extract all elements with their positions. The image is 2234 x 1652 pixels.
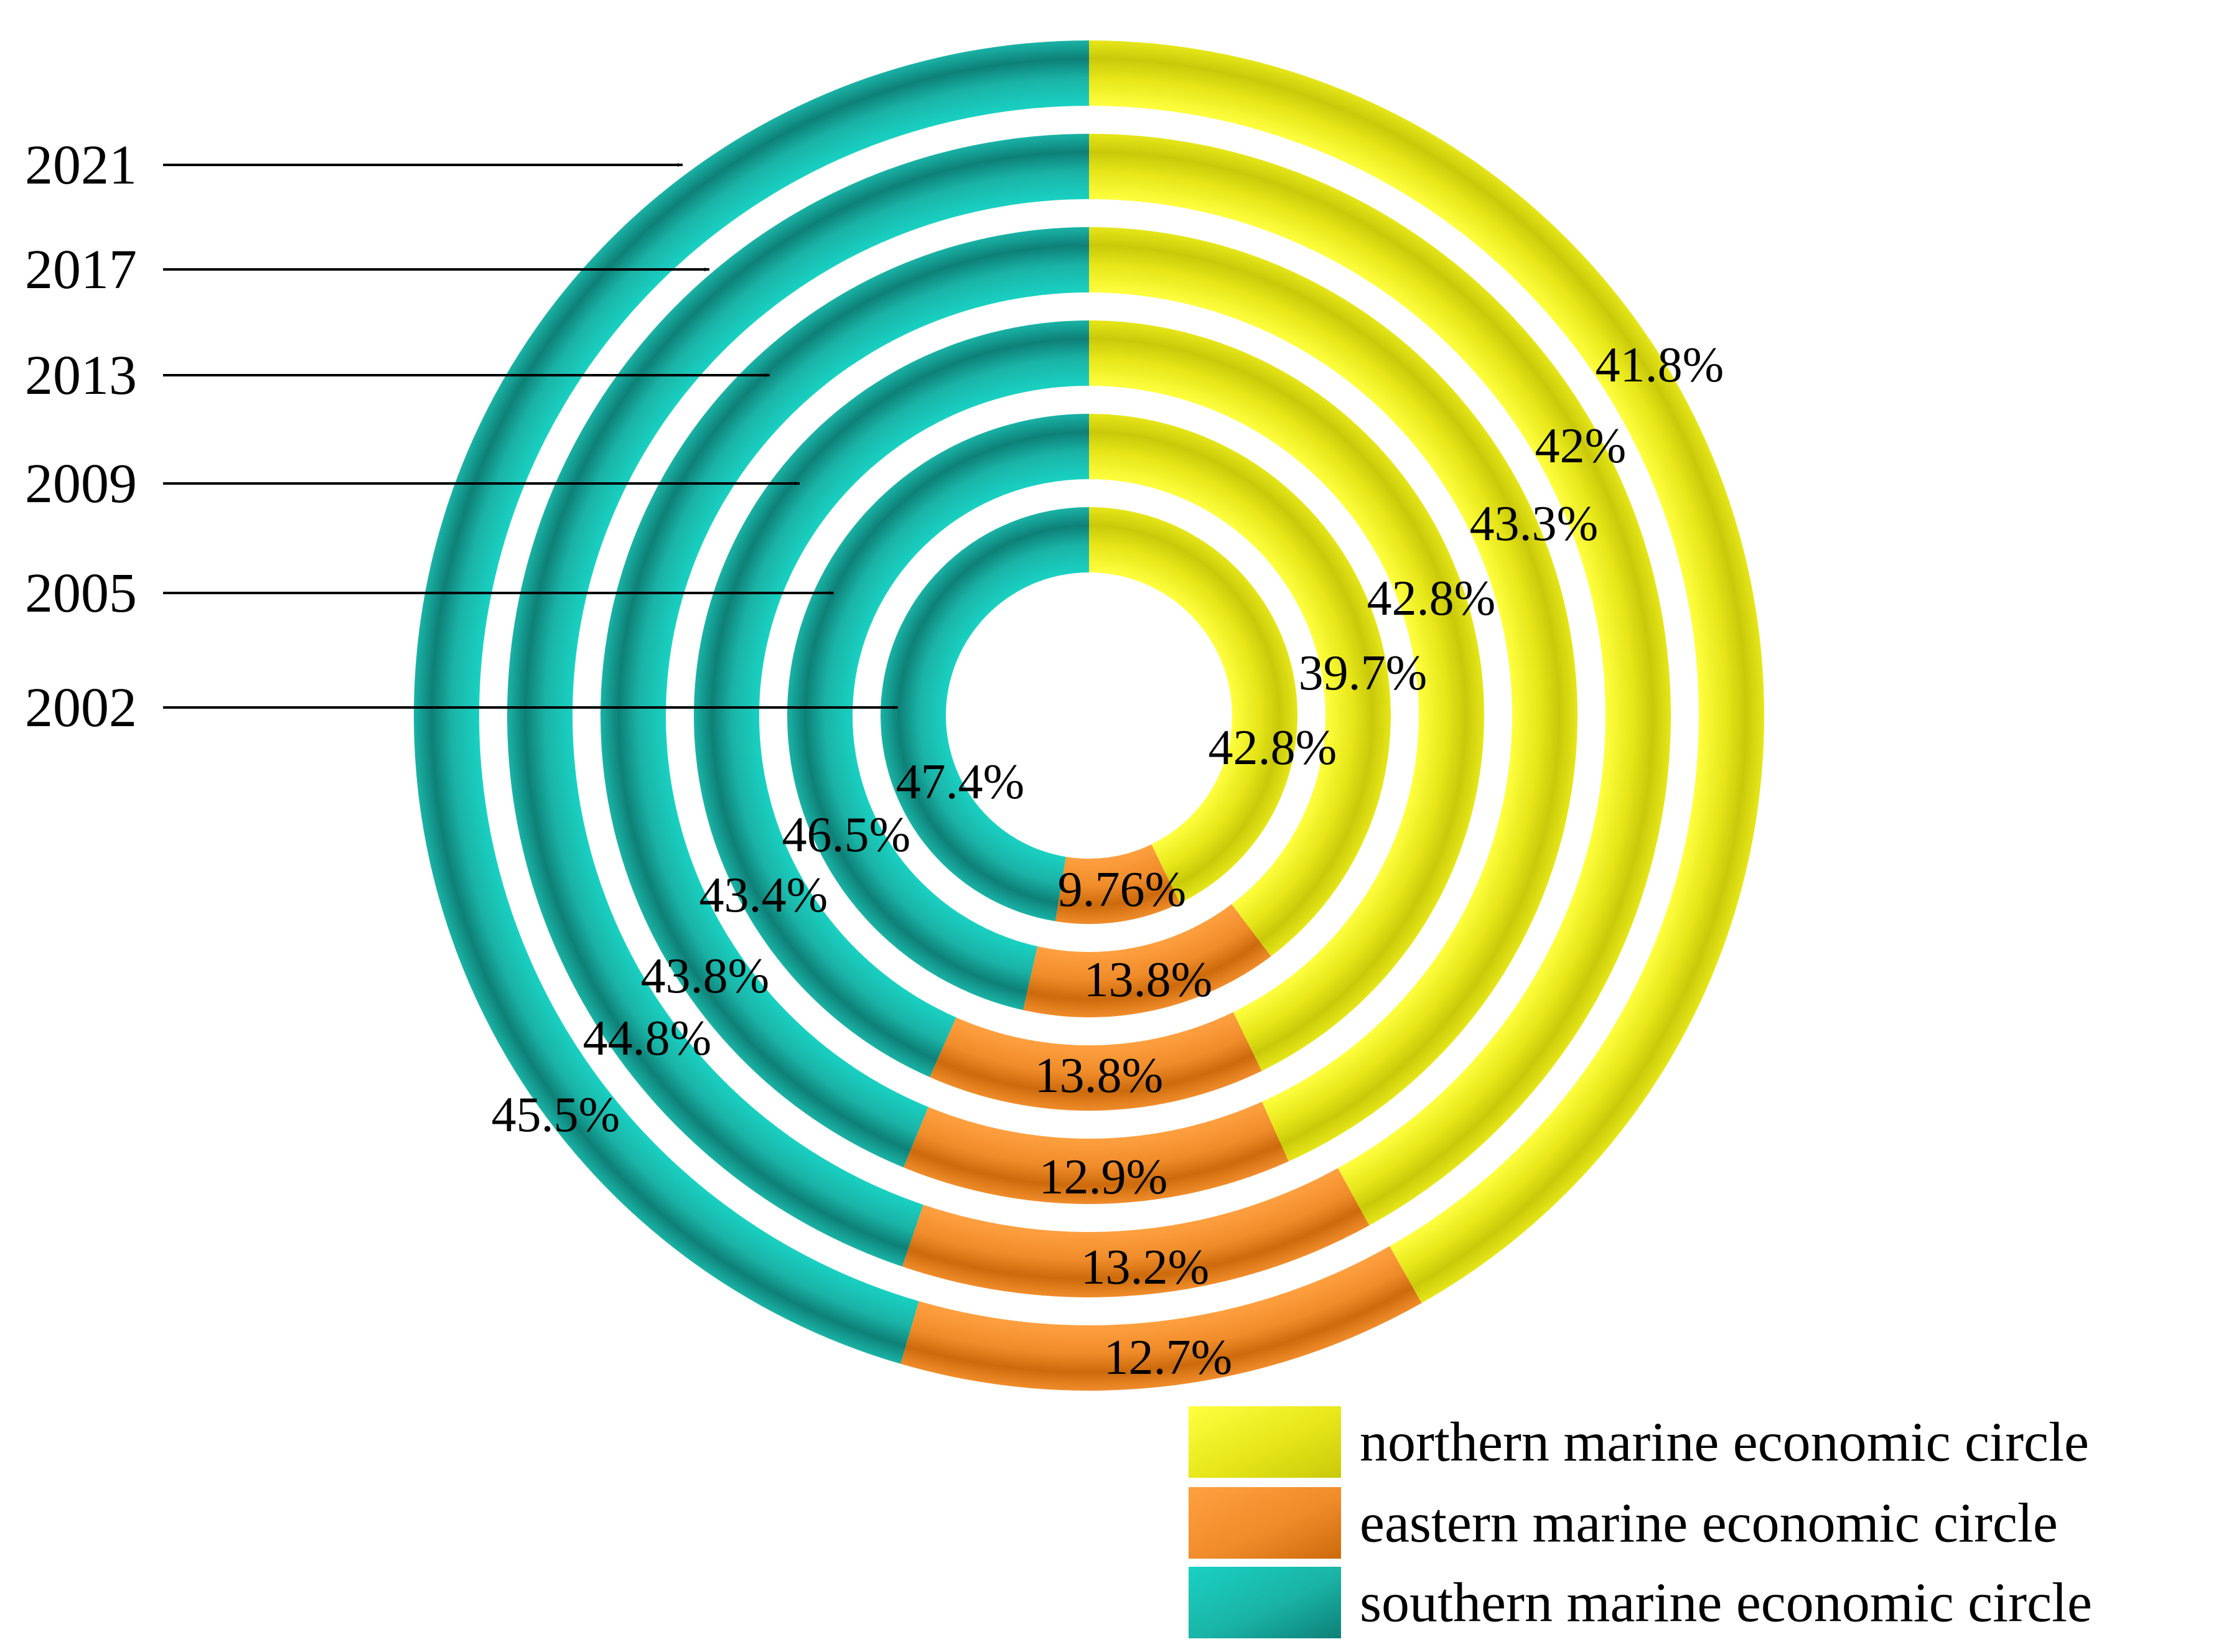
ring-2013-northern-segment (1089, 227, 1577, 1162)
ring-2009-northern-segment (1089, 320, 1484, 1071)
ring-2017-northern-segment (1089, 134, 1671, 1226)
year-label-2021: 2021 (25, 134, 137, 196)
ring-2005-southern-segment (787, 414, 1089, 1010)
value-label-southern-2009: 43.4% (699, 868, 828, 923)
year-label-2017: 2017 (25, 239, 137, 301)
legend-swatch-northern (1189, 1406, 1341, 1478)
ring-2017-eastern-segment (902, 1168, 1370, 1298)
ring-2009-eastern-segment (930, 1012, 1262, 1111)
value-label-northern-2002: 42.8% (1208, 721, 1337, 775)
legend-label-eastern: eastern marine economic circle (1360, 1493, 2058, 1554)
value-label-eastern-2017: 13.2% (1081, 1240, 1210, 1295)
value-label-eastern-2013: 12.9% (1039, 1150, 1168, 1205)
year-label-2002: 2002 (25, 677, 137, 739)
year-label-2013: 2013 (25, 345, 137, 406)
ring-2021-eastern-segment (900, 1246, 1422, 1391)
value-label-eastern-2002: 9.76% (1058, 862, 1187, 917)
ring-2009-southern-segment (693, 320, 1089, 1078)
value-label-eastern-2009: 13.8% (1035, 1048, 1164, 1103)
value-label-southern-2021: 45.5% (492, 1088, 620, 1142)
ring-2005-northern-segment (1089, 414, 1391, 956)
value-label-northern-2009: 42.8% (1367, 571, 1496, 626)
ring-2021-northern-segment (1089, 40, 1765, 1304)
legend-label-southern: southern marine economic circle (1360, 1572, 2092, 1634)
value-labels: 42.8% 39.7% 42.8% 43.3% 42% 41.8% 9.76% 13.8% 13… (492, 338, 1724, 1385)
value-label-northern-2017: 42% (1535, 419, 1627, 474)
legend-swatch-southern (1189, 1567, 1341, 1638)
year-label-2005: 2005 (25, 562, 137, 624)
value-label-southern-2005: 46.5% (782, 808, 911, 862)
ring-2021-southern-segment (413, 40, 1090, 1364)
ring-2005-eastern-segment (1023, 904, 1271, 1018)
legend-label-northern: northern marine economic circle (1360, 1412, 2089, 1473)
legend: northern marine economic circle eastern m… (1189, 1406, 2092, 1638)
legend-swatch-eastern (1189, 1487, 1341, 1559)
year-label-2009: 2009 (25, 453, 137, 515)
value-label-eastern-2005: 13.8% (1084, 953, 1213, 1007)
ring-2013-southern-segment (600, 226, 1089, 1168)
value-label-southern-2013: 43.8% (641, 949, 770, 1004)
value-label-northern-2021: 41.8% (1596, 338, 1724, 393)
ring-2002-eastern-segment (1055, 844, 1180, 924)
value-label-southern-2017: 44.8% (583, 1011, 712, 1066)
value-label-northern-2005: 39.7% (1299, 646, 1428, 701)
value-label-eastern-2021: 12.7% (1104, 1330, 1233, 1385)
ring-2017-southern-segment (507, 134, 1089, 1267)
value-label-northern-2013: 43.3% (1470, 497, 1599, 551)
ring-2002-northern-segment (1089, 507, 1298, 903)
chart-rings (413, 40, 1765, 1391)
year-labels: 2002 2005 2009 2013 2017 2021 (25, 134, 898, 739)
ring-2002-southern-segment (881, 507, 1089, 922)
ring-2013-eastern-segment (903, 1101, 1289, 1205)
value-label-southern-2002: 47.4% (896, 755, 1025, 810)
